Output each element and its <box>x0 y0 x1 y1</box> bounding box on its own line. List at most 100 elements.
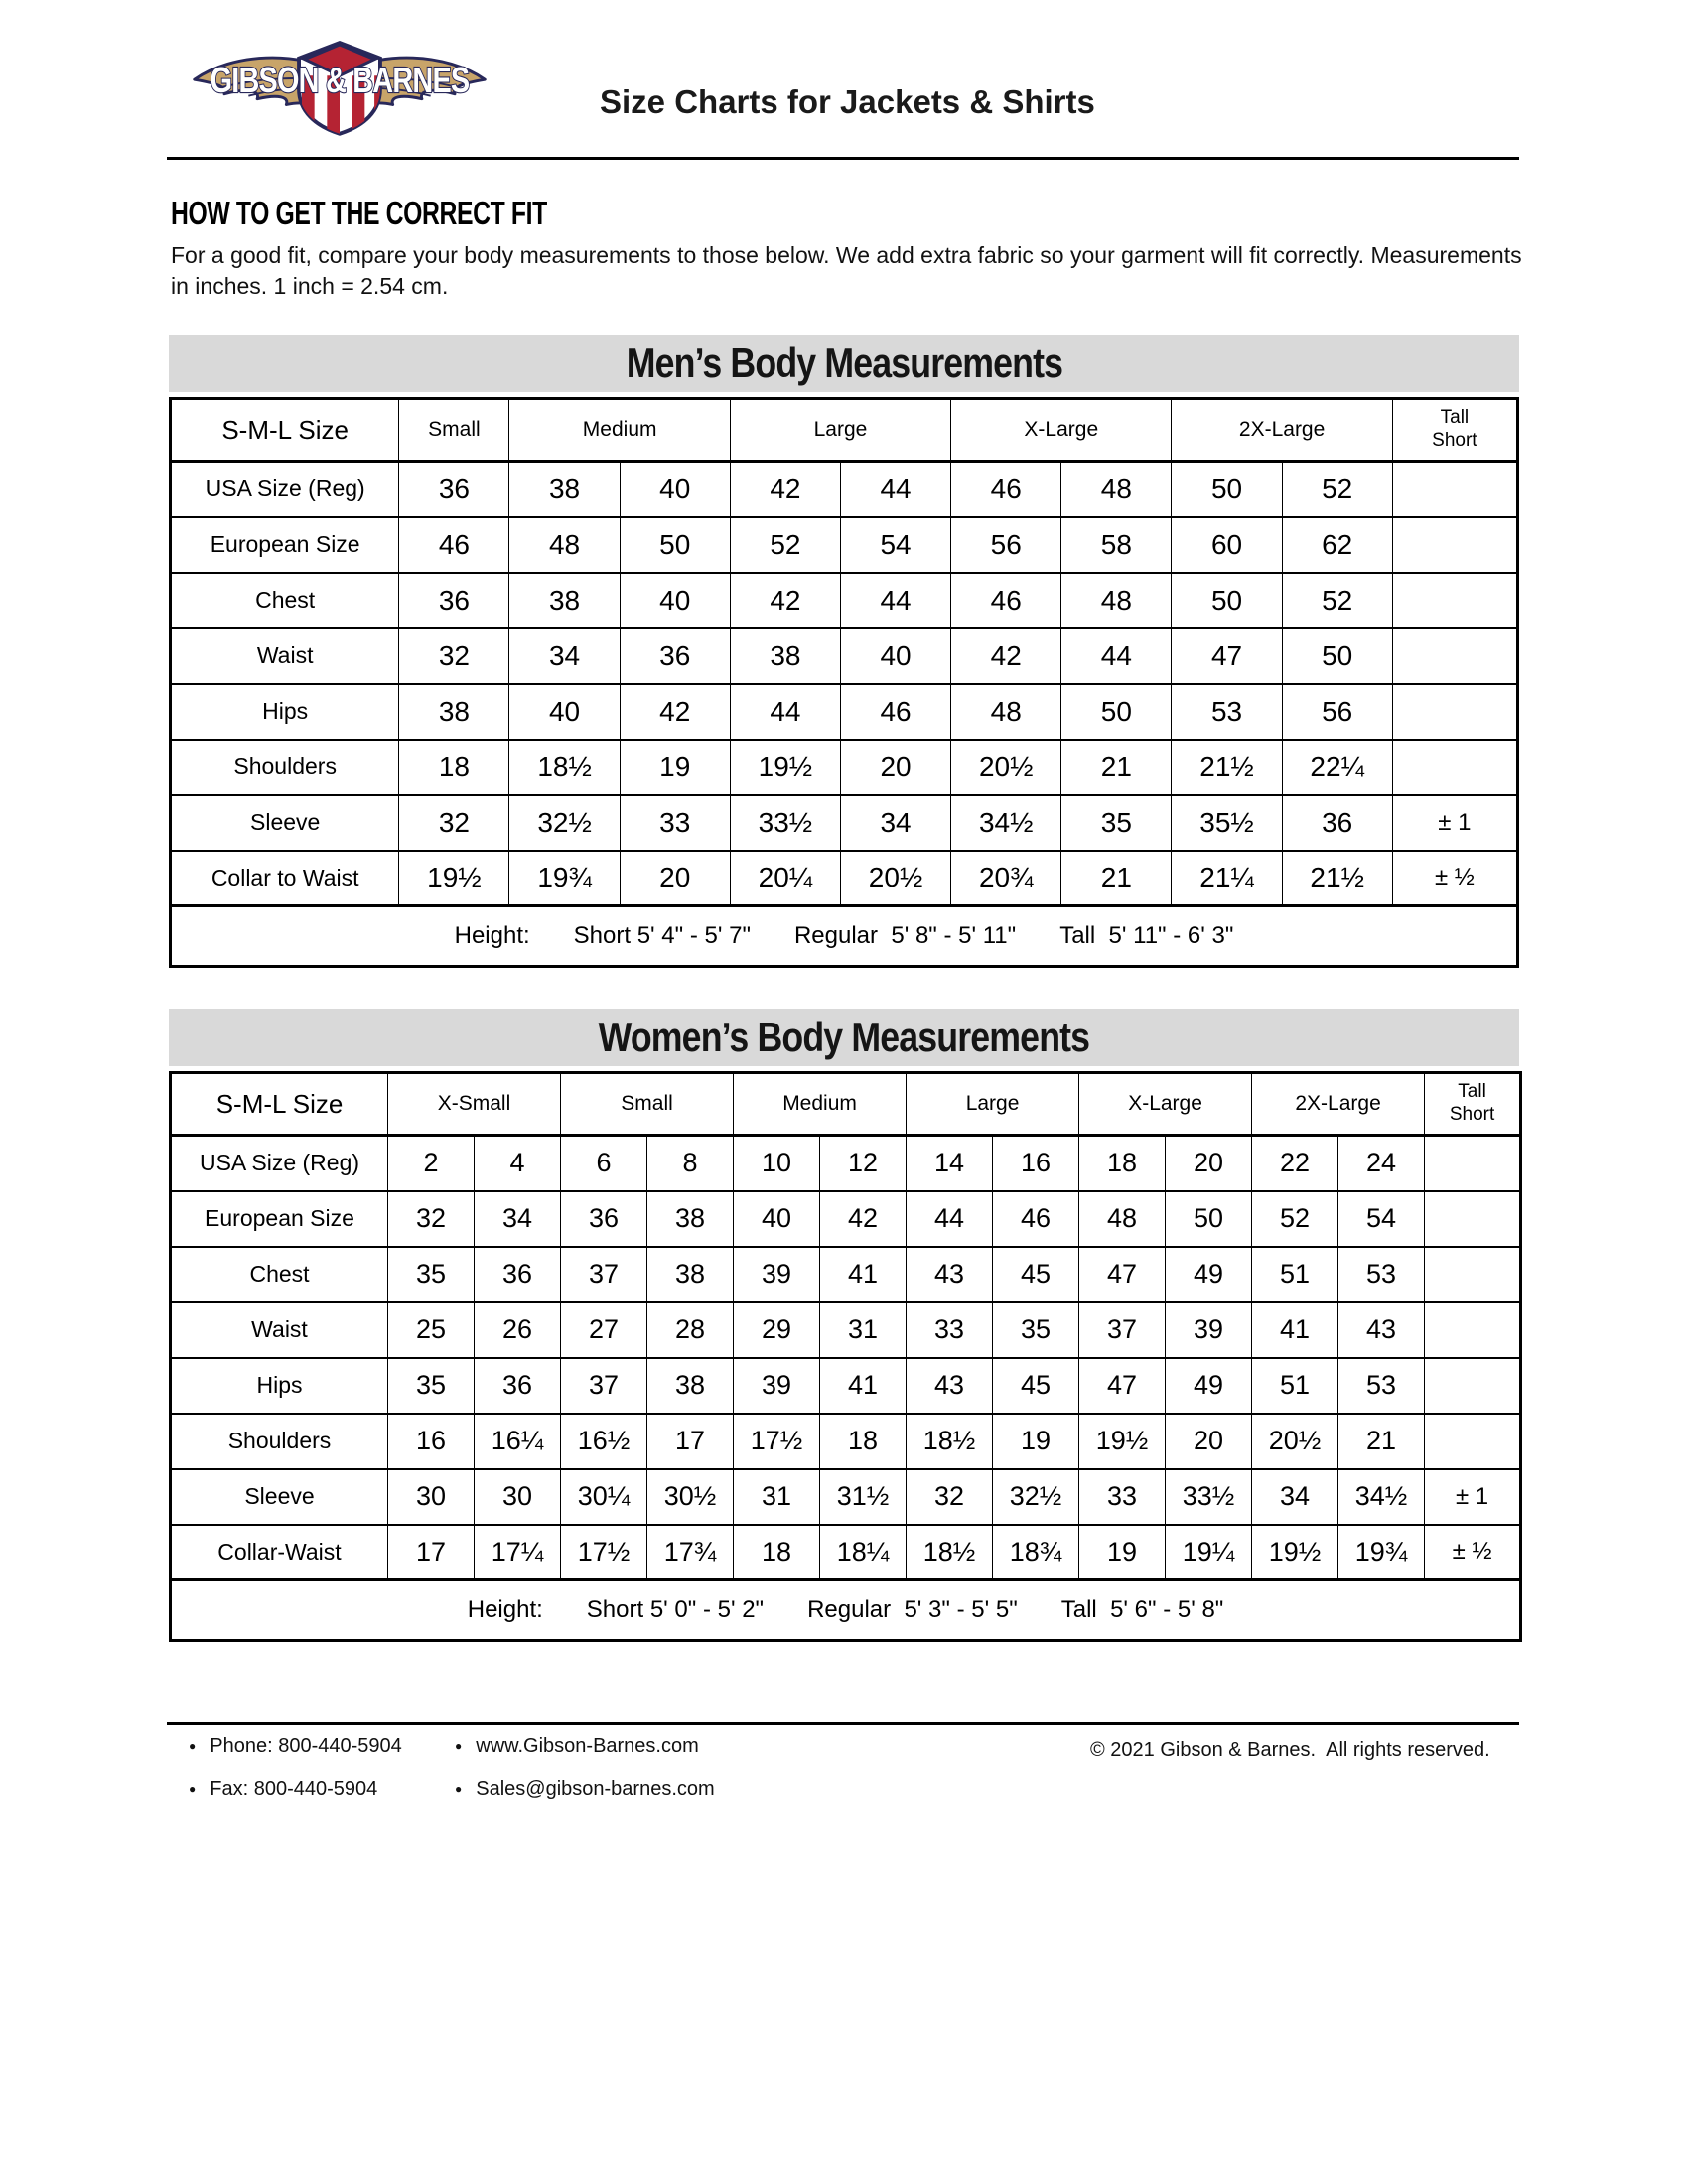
measurement-value: 43 <box>906 1245 994 1303</box>
measurement-row: Collar to Waist 19½ 19¾ 20 20¼ 20½ 20¾ 21 21¼ 21½… <box>169 849 1519 907</box>
measurement-value: 22 <box>1251 1134 1339 1192</box>
height-range: Regular 5' 3" - 5' 5" <box>807 1596 1018 1623</box>
measurement-value: 49 <box>1165 1245 1253 1303</box>
height-range: Tall 5' 11" - 6' 3" <box>1059 922 1234 949</box>
measurement-value: 26 <box>473 1300 562 1359</box>
measurement-value: 43 <box>1337 1300 1426 1359</box>
row-label: Collar to Waist <box>169 849 400 907</box>
measurement-value: 18½ <box>508 738 621 796</box>
measurement-value: 35 <box>387 1356 475 1415</box>
measurement-value: 62 <box>1281 515 1393 574</box>
measurement-value: 44 <box>839 571 952 629</box>
measurement-value: 32 <box>398 793 510 852</box>
bullet-icon: ● <box>189 1739 197 1753</box>
measurement-value: 48 <box>1060 571 1173 629</box>
measurement-value: 52 <box>1281 460 1393 518</box>
row-label: European Size <box>169 515 400 574</box>
measurement-value: 50 <box>1165 1189 1253 1248</box>
row-label: USA Size (Reg) <box>169 460 400 518</box>
measurement-value: 18½ <box>906 1523 994 1581</box>
measurement-row: Shoulders 18 18½ 19 19½ 20 20½ 21 21½ 22¼ <box>169 738 1519 796</box>
tolerance-value <box>1391 738 1519 796</box>
measurement-value: 39 <box>733 1245 821 1303</box>
shield-chevron <box>301 43 378 77</box>
row-label: Shoulders <box>170 1412 388 1470</box>
womens-measurements-section: Women’s Body Measurements S-M-L Size X-Sm… <box>169 1009 1523 1642</box>
measurement-value: 33 <box>906 1300 994 1359</box>
measurement-value: 52 <box>729 515 841 574</box>
size-group-header: Large <box>906 1071 1080 1137</box>
tolerance-header: Tall Short <box>1424 1071 1522 1137</box>
measurement-value: 20 <box>619 849 731 907</box>
measurement-value: 8 <box>646 1134 735 1192</box>
measurement-value: 31½ <box>819 1467 908 1526</box>
measurement-row: USA Size (Reg) 2 4 6 8 10 12 14 16 18 20 22 24 <box>170 1134 1522 1192</box>
measurement-value: 19¾ <box>1337 1523 1426 1581</box>
copyright-notice: © 2021 Gibson & Barnes. All rights reser… <box>1090 1739 1490 1761</box>
measurement-value: 19½ <box>398 849 510 907</box>
measurement-value: 20 <box>1165 1412 1253 1470</box>
size-group-header: X-Small <box>386 1071 562 1137</box>
measurement-value: 36 <box>473 1245 562 1303</box>
phone-text: Phone: 800-440-5904 <box>210 1735 402 1757</box>
measurement-value: 28 <box>646 1300 735 1359</box>
measurement-value: 48 <box>508 515 621 574</box>
bullet-icon: ● <box>455 1782 463 1796</box>
measurement-value: 19½ <box>729 738 841 796</box>
measurement-value: 46 <box>992 1189 1080 1248</box>
measurement-value: 16½ <box>560 1412 648 1470</box>
measurement-value: 19¼ <box>1165 1523 1253 1581</box>
size-group-header: Small <box>398 397 510 463</box>
measurement-value: 33½ <box>1165 1467 1253 1526</box>
height-note: Height: Short 5' 0" - 5' 2" Regular 5' 3" … <box>169 1578 1522 1642</box>
measurement-value: 34 <box>473 1189 562 1248</box>
measurement-value: 17 <box>646 1412 735 1470</box>
measurement-value: 17¼ <box>473 1523 562 1581</box>
measurement-value: 18 <box>819 1412 908 1470</box>
measurement-row: Sleeve 30 30 30¼ 30½ 31 31½ 32 32½ 33 33½ 34 34½ ± 1 <box>170 1467 1522 1526</box>
row-label: Shoulders <box>169 738 400 796</box>
size-header-row: S-M-L Size Small Medium Large X-Large 2X-Larg… <box>169 397 1519 463</box>
measurement-value: 32 <box>387 1189 475 1248</box>
size-group-header: Small <box>560 1071 735 1137</box>
measurement-value: 30 <box>387 1467 475 1526</box>
measurement-value: 20 <box>1165 1134 1253 1192</box>
row-label: Hips <box>169 682 400 741</box>
footer-divider <box>167 1722 1519 1725</box>
row-label: Chest <box>170 1245 388 1303</box>
measurement-value: 50 <box>1171 571 1283 629</box>
measurement-value: 18¼ <box>819 1523 908 1581</box>
website-text: www.Gibson-Barnes.com <box>476 1735 699 1757</box>
fit-instructions: HOW TO GET THE CORRECT FIT For a good fi… <box>171 195 1541 302</box>
measurement-value: 25 <box>387 1300 475 1359</box>
tolerance-value <box>1424 1134 1522 1192</box>
measurement-row: Waist 32 34 36 38 40 42 44 47 50 <box>169 626 1519 685</box>
height-range: Short 5' 4" - 5' 7" <box>573 922 751 949</box>
measurement-value: 18 <box>733 1523 821 1581</box>
measurement-value: 40 <box>508 682 621 741</box>
measurement-value: 46 <box>950 460 1062 518</box>
measurement-value: 51 <box>1251 1245 1339 1303</box>
measurement-value: 54 <box>1337 1189 1426 1248</box>
measurement-value: 41 <box>819 1356 908 1415</box>
height-range: Short 5' 0" - 5' 2" <box>586 1596 765 1623</box>
height-note-row: Height: Short 5' 4" - 5' 7" Regular 5' 8" … <box>170 904 1518 968</box>
tolerance-value <box>1391 626 1519 685</box>
measurement-value: 18 <box>1078 1134 1167 1192</box>
measurement-value: 40 <box>619 571 731 629</box>
header-divider <box>167 157 1519 160</box>
contact-info: ● Phone: 800-440-5904 ● www.Gibson-Barne… <box>189 1735 715 1801</box>
size-group-header: Medium <box>733 1071 908 1137</box>
tolerance-header: Tall Short <box>1391 397 1519 463</box>
measurement-value: 31 <box>819 1300 908 1359</box>
height-note: Height: Short 5' 4" - 5' 7" Regular 5' 8" … <box>170 904 1518 968</box>
height-range: Tall 5' 6" - 5' 8" <box>1060 1596 1224 1623</box>
measurement-value: 44 <box>729 682 841 741</box>
measurement-value: 37 <box>560 1245 648 1303</box>
measurement-value: 40 <box>839 626 952 685</box>
measurement-value: 30¼ <box>560 1467 648 1526</box>
measurement-value: 56 <box>950 515 1062 574</box>
measurement-row: Hips 38 40 42 44 46 48 50 53 56 <box>169 682 1519 741</box>
intro-heading: HOW TO GET THE CORRECT FIT <box>171 195 1541 232</box>
measurement-value: 38 <box>646 1356 735 1415</box>
